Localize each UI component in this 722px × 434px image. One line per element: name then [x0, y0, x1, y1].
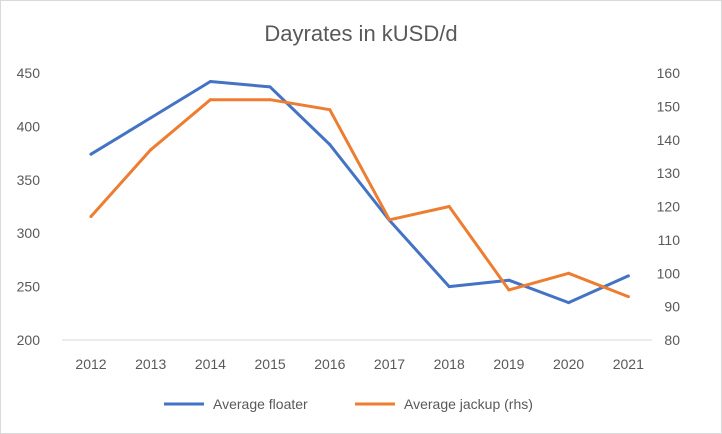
x-axis: 2012 2013 2014 2015 2016 2017 2018 2019 2020 2021 [62, 339, 652, 372]
data-point-average-jackup-rhs [149, 148, 153, 152]
x-tick-label: 2021 [613, 356, 644, 372]
y-right-tick-label: 120 [657, 199, 681, 215]
data-point-average-floater [507, 278, 511, 282]
y-left-tick-label: 450 [17, 65, 41, 81]
data-point-average-jackup-rhs [328, 108, 332, 112]
series-layer [89, 80, 630, 305]
y-left-tick-label: 350 [17, 172, 41, 188]
y-right-tick-label: 140 [657, 132, 681, 148]
data-point-average-floater [626, 274, 630, 278]
data-point-average-jackup-rhs [388, 218, 391, 222]
series-line-average-floater [89, 80, 630, 305]
x-tick-label: 2014 [195, 356, 226, 372]
y-right-tick-label: 150 [657, 98, 681, 114]
data-point-average-jackup-rhs [447, 205, 451, 208]
x-tick-label: 2012 [75, 356, 106, 372]
x-tick-label: 2013 [135, 356, 166, 372]
y-axis-left: 200 250 300 350 400 450 [17, 65, 41, 348]
x-tick-label: 2016 [314, 356, 345, 372]
data-point-average-jackup-rhs [626, 295, 630, 299]
y-right-tick-label: 90 [664, 299, 680, 315]
y-left-tick-label: 200 [17, 332, 41, 348]
legend-label-average-floater: Average floater [213, 396, 308, 412]
x-tick-label: 2015 [255, 356, 286, 372]
y-left-tick-label: 250 [17, 279, 41, 295]
data-point-average-jackup-rhs [268, 98, 272, 102]
data-point-average-floater [208, 80, 212, 84]
series-line-average-jackup-rhs [89, 98, 630, 299]
data-point-average-floater [567, 301, 571, 305]
data-point-average-jackup-rhs [208, 98, 212, 102]
data-point-average-jackup-rhs [507, 288, 511, 292]
y-axis-right: 80 90 100 110 120 130 140 150 160 [657, 65, 681, 348]
data-point-average-floater [447, 285, 451, 289]
data-point-average-floater [328, 143, 332, 147]
x-tick-label: 2018 [434, 356, 465, 372]
data-point-average-jackup-rhs [567, 271, 571, 275]
y-left-tick-label: 400 [17, 118, 41, 134]
x-tick-label: 2020 [553, 356, 584, 372]
legend: Average floater Average jackup (rhs) [164, 396, 533, 412]
y-left-tick-label: 300 [17, 225, 41, 241]
x-tick-label: 2019 [493, 356, 524, 372]
data-point-average-floater [268, 85, 272, 89]
legend-label-average-jackup: Average jackup (rhs) [404, 396, 533, 412]
data-point-average-floater [89, 152, 93, 156]
chart-title: Dayrates in kUSD/d [264, 21, 457, 46]
y-right-tick-label: 100 [657, 265, 681, 281]
y-right-tick-label: 110 [658, 232, 681, 248]
y-right-tick-label: 130 [657, 165, 681, 181]
data-point-average-floater [149, 116, 153, 120]
y-right-tick-label: 80 [664, 332, 680, 348]
data-point-average-jackup-rhs [89, 215, 93, 219]
y-right-tick-label: 160 [657, 65, 681, 81]
x-tick-label: 2017 [374, 356, 405, 372]
